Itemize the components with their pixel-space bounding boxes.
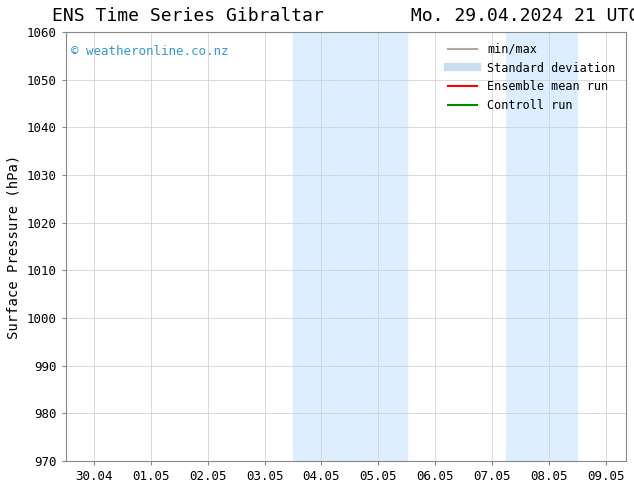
Bar [507,32,578,461]
Text: © weatheronline.co.nz: © weatheronline.co.nz [71,45,229,58]
Title: ENS Time Series Gibraltar        Mo. 29.04.2024 21 UTC: ENS Time Series Gibraltar Mo. 29.04.2024… [52,7,634,25]
Y-axis label: Surface Pressure (hPa): Surface Pressure (hPa) [7,154,21,339]
Legend: min/max, Standard deviation, Ensemble mean run, Controll run: min/max, Standard deviation, Ensemble me… [443,38,620,117]
Bar [293,32,407,461]
